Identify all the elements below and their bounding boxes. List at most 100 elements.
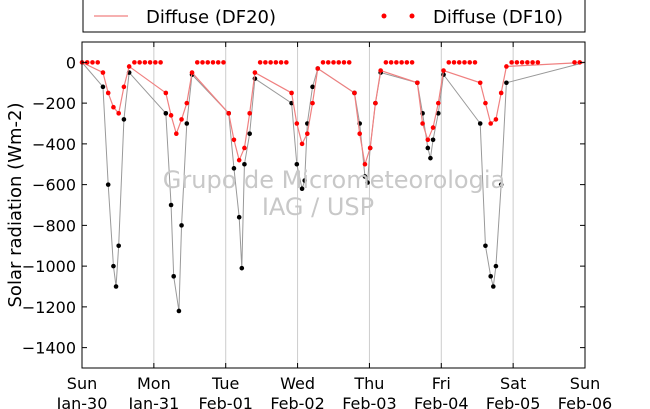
data-point-df10: [294, 121, 300, 126]
data-point-black: [435, 111, 441, 116]
data-point-black: [294, 161, 300, 167]
data-point-black: [247, 131, 252, 136]
data-point-df10: [404, 60, 410, 65]
data-point-df10: [331, 60, 336, 65]
data-point-df10: [352, 90, 357, 96]
data-point-df10: [194, 60, 200, 65]
y-tick-label: −1400: [22, 339, 76, 358]
y-tick-label: 0: [66, 53, 76, 72]
x-tick-label-day: Wed: [280, 374, 315, 393]
watermark-line-2: IAG / USP: [262, 193, 374, 221]
x-tick-label-date: Jan-31: [127, 394, 179, 409]
data-point-df10: [163, 90, 169, 96]
data-point-df10: [488, 121, 493, 126]
data-point-df10: [84, 60, 90, 65]
data-point-black: [239, 265, 245, 271]
data-point-df10: [357, 131, 362, 136]
series-df10-dots: [79, 60, 583, 167]
data-point-df10: [179, 117, 184, 122]
data-point-black: [184, 121, 190, 126]
data-point-df10: [200, 60, 205, 65]
vertical-gridlines: [153, 42, 514, 368]
data-point-df10: [132, 60, 137, 65]
data-point-black: [362, 174, 368, 179]
x-tick-label-date: Feb-01: [198, 394, 252, 409]
data-point-df10: [168, 113, 174, 118]
data-point-df10: [394, 60, 399, 65]
data-point-black: [171, 274, 176, 279]
data-point-df10: [367, 145, 373, 151]
y-tick-label: −800: [32, 216, 76, 235]
data-point-df10: [95, 60, 101, 65]
data-point-df10: [116, 111, 121, 116]
data-point-df10: [289, 90, 294, 96]
plot-frame: [81, 41, 586, 369]
data-point-black: [299, 186, 305, 191]
y-axis-label: Solar radiation (Wm-2): [5, 102, 26, 307]
data-point-df10: [221, 60, 226, 65]
data-point-df10: [121, 84, 127, 90]
data-point-df10: [509, 60, 514, 65]
data-point-black: [428, 155, 433, 161]
data-point-black: [105, 182, 111, 187]
data-point-df10: [378, 68, 383, 73]
data-point-black: [430, 137, 436, 143]
data-point-df10: [158, 60, 163, 65]
legend-df10-label: Diffuse (DF10): [433, 7, 563, 28]
data-point-df10: [341, 60, 347, 65]
data-point-df10: [315, 66, 321, 71]
data-point-df10: [409, 60, 415, 65]
data-point-black: [113, 284, 119, 289]
data-point-df10: [451, 60, 457, 65]
data-point-df10: [425, 137, 431, 143]
x-tick-label-day: Sat: [500, 374, 526, 393]
x-tick-label-date: Feb-02: [270, 394, 324, 409]
data-point-df10: [430, 125, 436, 130]
data-point-black: [100, 84, 106, 90]
data-point-black: [231, 166, 237, 171]
data-point-black: [111, 263, 116, 269]
y-tick-label: −1000: [22, 257, 76, 276]
data-point-df10: [273, 60, 279, 65]
data-point-df10: [278, 60, 284, 65]
data-point-df10: [477, 80, 483, 86]
data-point-df10: [252, 70, 258, 75]
data-point-df10: [456, 60, 462, 65]
data-point-df10: [231, 137, 237, 143]
data-point-black: [483, 243, 488, 249]
data-point-df10: [174, 131, 179, 136]
data-point-df10: [362, 161, 368, 167]
data-point-df10: [462, 60, 467, 65]
data-point-df10: [142, 60, 148, 65]
data-point-df10: [236, 157, 242, 163]
x-tick-label-day: Sun: [67, 374, 97, 393]
data-point-black: [504, 80, 509, 86]
data-point-df10: [435, 100, 441, 106]
data-point-df10: [147, 60, 153, 65]
data-point-df10: [336, 60, 342, 65]
watermark-line-1: Grupo de Micrometeorologia: [163, 166, 505, 194]
data-point-df10: [446, 60, 452, 65]
legend-df10-dot: [409, 13, 415, 19]
data-point-df10: [268, 60, 273, 65]
data-point-df10: [226, 111, 232, 116]
data-point-df10: [530, 60, 535, 65]
data-point-black: [477, 121, 483, 126]
series-df20-line: [81, 61, 586, 165]
legend-box: [82, 0, 586, 33]
y-tick-label: −1200: [22, 298, 76, 317]
data-point-df10: [535, 60, 541, 65]
data-point-black: [310, 84, 315, 90]
data-point-df10: [472, 60, 478, 65]
data-point-df10: [284, 60, 289, 65]
x-tick-label-date: Feb-05: [486, 394, 540, 409]
data-point-black: [365, 180, 370, 185]
data-point-df10: [310, 100, 315, 106]
data-point-df10: [346, 60, 352, 65]
data-point-df10: [153, 60, 158, 65]
data-point-black: [176, 308, 182, 314]
data-point-df10: [415, 80, 420, 86]
data-point-black: [488, 274, 493, 279]
data-point-black: [236, 214, 242, 220]
data-point-df10: [90, 60, 95, 65]
